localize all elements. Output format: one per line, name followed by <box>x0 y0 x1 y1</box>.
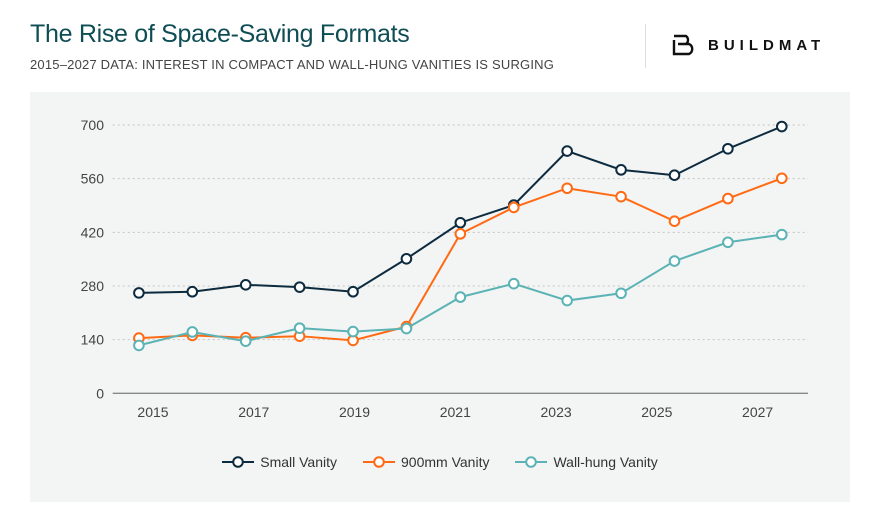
y-tick-label: 0 <box>96 385 104 401</box>
data-point-wall-hung-vanity <box>133 339 145 352</box>
y-tick-label: 700 <box>81 117 105 133</box>
data-point-wall-hung-vanity <box>293 322 306 334</box>
data-point-wall-hung-vanity <box>722 236 734 249</box>
data-point-900mm-vanity <box>722 192 734 205</box>
x-tick-label: 2027 <box>742 404 773 420</box>
y-tick-label: 420 <box>81 224 105 240</box>
data-point-small-vanity <box>133 287 145 299</box>
data-point-wall-hung-vanity <box>400 322 413 335</box>
x-tick-label: 2015 <box>137 404 168 420</box>
legend-marker-icon <box>363 456 396 468</box>
data-point-small-vanity <box>293 281 306 293</box>
page-subtitle: 2015–2027 DATA: INTEREST IN COMPACT AND … <box>30 57 555 72</box>
x-tick-label: 2023 <box>541 404 572 420</box>
series-line-wall-hung-vanity <box>138 233 782 347</box>
data-point-wall-hung-vanity <box>507 277 520 290</box>
legend-label: Small Vanity <box>260 454 338 470</box>
data-point-small-vanity <box>615 164 627 176</box>
legend-label: Wall-hung Vanity <box>553 454 658 470</box>
data-point-900mm-vanity <box>561 182 573 195</box>
data-point-small-vanity <box>561 145 573 157</box>
data-point-small-vanity <box>668 169 681 182</box>
legend: Small Vanity 900mm Vanity Wall-hung Vanity <box>0 454 880 470</box>
data-point-900mm-vanity <box>454 228 467 240</box>
data-point-small-vanity <box>776 120 788 133</box>
legend-label: 900mm Vanity <box>401 454 490 470</box>
x-tick-label: 2021 <box>440 404 471 420</box>
data-point-wall-hung-vanity <box>615 287 627 300</box>
chart-panel <box>30 92 850 502</box>
data-point-wall-hung-vanity <box>186 326 199 338</box>
legend-item: Wall-hung Vanity <box>515 454 658 470</box>
data-point-wall-hung-vanity <box>776 228 788 241</box>
legend-item: 900mm Vanity <box>363 454 489 470</box>
legend-marker-icon <box>515 456 548 468</box>
data-point-900mm-vanity <box>615 190 627 203</box>
data-point-wall-hung-vanity <box>454 291 467 303</box>
brand-name: BUILDMAT <box>708 36 826 54</box>
brand-logo: BUILDMAT <box>672 34 825 56</box>
data-point-wall-hung-vanity <box>561 294 573 307</box>
series-line-900mm-vanity <box>138 177 783 342</box>
x-tick-label: 2019 <box>339 404 370 420</box>
b-monogram-logo-icon <box>672 34 694 56</box>
series-line-small-vanity <box>138 125 783 294</box>
data-point-900mm-vanity <box>776 172 788 185</box>
data-point-900mm-vanity <box>668 215 681 228</box>
data-point-wall-hung-vanity <box>239 335 252 347</box>
data-point-wall-hung-vanity <box>347 325 359 338</box>
legend-item: Small Vanity <box>222 454 337 470</box>
data-point-small-vanity <box>186 285 199 298</box>
header-divider <box>645 24 646 68</box>
y-tick-label: 280 <box>81 278 105 294</box>
data-point-wall-hung-vanity <box>668 255 681 267</box>
data-point-small-vanity <box>454 216 467 229</box>
page-title: The Rise of Space-Saving Formats <box>30 20 410 48</box>
y-tick-label: 140 <box>81 332 105 348</box>
data-point-small-vanity <box>347 285 359 298</box>
data-point-small-vanity <box>722 142 734 155</box>
x-tick-label: 2025 <box>641 404 672 420</box>
data-point-small-vanity <box>400 252 413 265</box>
x-tick-label: 2017 <box>238 404 269 420</box>
y-tick-label: 560 <box>81 171 105 187</box>
legend-marker-icon <box>222 456 255 468</box>
data-point-900mm-vanity <box>507 201 520 214</box>
data-point-small-vanity <box>239 279 252 291</box>
